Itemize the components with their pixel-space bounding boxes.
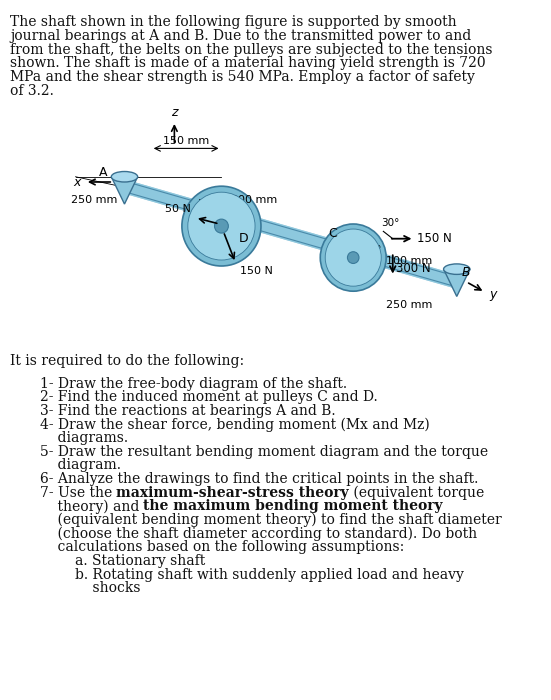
Text: (choose the shaft diameter according to standard). Do both: (choose the shaft diameter according to … xyxy=(40,526,477,541)
Text: 4- Draw the shear force, bending moment (Mx and Mz): 4- Draw the shear force, bending moment … xyxy=(40,417,429,432)
Text: 6- Analyze the drawings to find the critical points in the shaft.: 6- Analyze the drawings to find the crit… xyxy=(40,472,478,486)
Ellipse shape xyxy=(182,186,261,266)
Text: 30°: 30° xyxy=(197,199,215,209)
Ellipse shape xyxy=(320,224,386,291)
Ellipse shape xyxy=(325,229,381,286)
Text: 3- Find the reactions at bearings A and B.: 3- Find the reactions at bearings A and … xyxy=(40,404,336,418)
Text: (equivalent bending moment theory) to find the shaft diameter: (equivalent bending moment theory) to fi… xyxy=(40,513,501,528)
Text: the maximum bending moment theory: the maximum bending moment theory xyxy=(143,500,443,514)
Polygon shape xyxy=(127,182,457,287)
Text: x: x xyxy=(74,176,81,188)
Ellipse shape xyxy=(214,219,228,233)
Text: 30°: 30° xyxy=(363,245,381,255)
Text: 5- Draw the resultant bending moment diagram and the torque: 5- Draw the resultant bending moment dia… xyxy=(40,445,488,459)
Text: from the shaft, the belts on the pulleys are subjected to the tensions: from the shaft, the belts on the pulleys… xyxy=(10,43,493,57)
Polygon shape xyxy=(111,176,138,204)
Text: 150 N: 150 N xyxy=(240,266,273,276)
Text: 150 N: 150 N xyxy=(417,232,452,245)
Ellipse shape xyxy=(188,193,255,260)
Polygon shape xyxy=(444,269,470,297)
Text: calculations based on the following assumptions:: calculations based on the following assu… xyxy=(40,540,404,554)
Text: 250 mm: 250 mm xyxy=(71,195,117,204)
Ellipse shape xyxy=(348,252,359,263)
Text: 2- Find the induced moment at pulleys C and D.: 2- Find the induced moment at pulleys C … xyxy=(40,391,377,405)
Text: 7- Use the: 7- Use the xyxy=(40,486,116,500)
Text: of 3.2.: of 3.2. xyxy=(10,84,54,98)
Text: MPa and the shear strength is 540 MPa. Employ a factor of safety: MPa and the shear strength is 540 MPa. E… xyxy=(10,70,475,84)
Text: journal bearings at A and B. Due to the transmitted power to and: journal bearings at A and B. Due to the … xyxy=(10,29,471,43)
Text: shown. The shaft is made of a material having yield strength is 720: shown. The shaft is made of a material h… xyxy=(10,57,485,71)
Text: maximum-shear-stress theory: maximum-shear-stress theory xyxy=(116,486,349,500)
Text: C: C xyxy=(328,227,337,239)
Text: 300 N: 300 N xyxy=(396,262,430,274)
Text: diagram.: diagram. xyxy=(40,458,121,472)
Text: 30°: 30° xyxy=(227,244,245,254)
Text: 250 mm: 250 mm xyxy=(386,300,433,309)
Text: (equivalent torque: (equivalent torque xyxy=(349,486,484,500)
Text: 100 mm: 100 mm xyxy=(386,256,433,265)
Text: z: z xyxy=(171,106,177,119)
Text: a. Stationary shaft: a. Stationary shaft xyxy=(40,554,205,568)
Text: 150 mm: 150 mm xyxy=(164,136,210,146)
Text: b. Rotating shaft with suddenly applied load and heavy: b. Rotating shaft with suddenly applied … xyxy=(40,568,463,582)
Text: y: y xyxy=(490,288,497,301)
Text: 500 mm: 500 mm xyxy=(231,195,277,204)
Text: 50 N: 50 N xyxy=(165,204,191,214)
Text: A: A xyxy=(99,167,107,179)
Text: 30°: 30° xyxy=(381,218,400,228)
Ellipse shape xyxy=(111,172,138,182)
Text: diagrams.: diagrams. xyxy=(40,431,128,445)
Text: 1- Draw the free-body diagram of the shaft.: 1- Draw the free-body diagram of the sha… xyxy=(40,377,347,391)
Ellipse shape xyxy=(444,264,470,274)
Text: D: D xyxy=(239,232,248,245)
Text: theory) and: theory) and xyxy=(40,500,143,514)
Text: The shaft shown in the following figure is supported by smooth: The shaft shown in the following figure … xyxy=(10,15,457,29)
Text: B: B xyxy=(461,266,470,279)
Text: shocks: shocks xyxy=(40,581,140,595)
Text: It is required to do the following:: It is required to do the following: xyxy=(10,354,244,368)
